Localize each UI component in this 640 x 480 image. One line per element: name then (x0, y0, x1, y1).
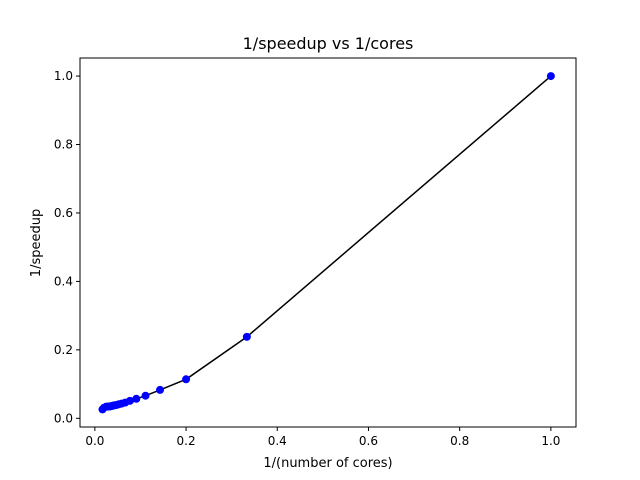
plot-area (79, 57, 577, 428)
y-tick-label: 0.0 (54, 411, 73, 425)
x-tick-label: 1.0 (541, 434, 560, 448)
y-tick-label: 0.4 (54, 274, 73, 288)
data-point (242, 332, 251, 341)
x-axis-ticks: 0.0 0.2 0.4 0.6 0.8 1.0 (85, 427, 560, 448)
chart-title: 1/speedup vs 1/cores (243, 34, 414, 53)
y-tick-label: 0.6 (54, 206, 73, 220)
x-tick-label: 0.4 (268, 434, 287, 448)
series-layer (98, 72, 555, 414)
x-tick-label: 0.2 (177, 434, 196, 448)
x-axis-label: 1/(number of cores) (263, 456, 392, 471)
data-point (156, 385, 165, 394)
y-axis-ticks: 0.0 0.2 0.4 0.6 0.8 1.0 (54, 69, 80, 425)
y-tick-label: 1.0 (54, 69, 73, 83)
x-tick-label: 0.0 (85, 434, 104, 448)
x-tick-label: 0.8 (450, 434, 469, 448)
data-point (182, 375, 191, 384)
data-point (98, 405, 107, 414)
y-axis-label: 1/speedup (29, 209, 44, 277)
y-tick-label: 0.8 (54, 138, 73, 152)
axes-frame (79, 57, 577, 428)
data-point (546, 72, 555, 81)
y-tick-label: 0.2 (54, 343, 73, 357)
x-tick-label: 0.6 (359, 434, 378, 448)
data-point (141, 391, 150, 400)
data-point (132, 394, 141, 403)
